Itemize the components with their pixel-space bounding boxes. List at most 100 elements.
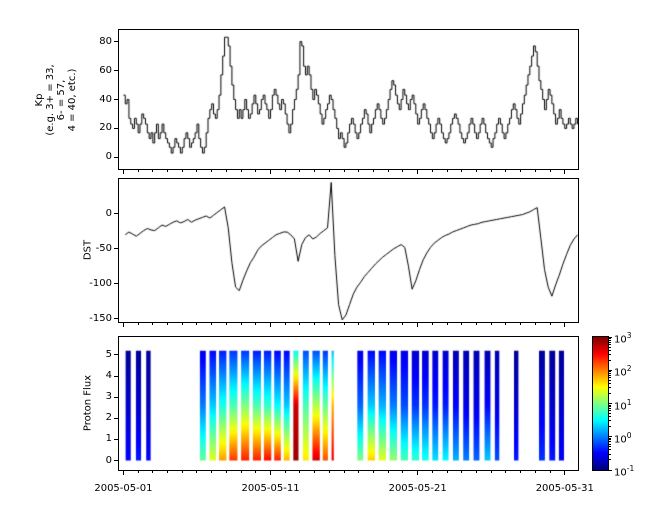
x-minor-tick [505, 170, 507, 172]
colorbar-minor-tick [609, 392, 611, 394]
x-minor-tick [490, 170, 492, 172]
x-minor-tick [490, 471, 492, 473]
x-minor-tick [328, 323, 330, 325]
x-tick-label: 2005-05-21 [388, 483, 447, 494]
proton-flux-spectrogram-canvas [119, 337, 578, 470]
colorbar-minor-tick [609, 446, 611, 448]
x-minor-tick [225, 471, 227, 473]
y-tick-label: 60 [99, 64, 112, 76]
x-minor-tick [461, 170, 463, 172]
colorbar-minor-tick [609, 459, 611, 461]
x-major-tick [270, 471, 272, 475]
x-minor-tick [196, 170, 198, 172]
x-minor-tick [240, 170, 242, 172]
colorbar-tick-label: 10-1 [614, 464, 635, 479]
y-tick-label: 40 [99, 93, 112, 105]
x-minor-tick [167, 471, 169, 473]
colorbar-minor-tick [609, 416, 611, 418]
x-major-tick [564, 170, 566, 174]
colorbar [592, 336, 609, 471]
x-minor-tick [549, 471, 551, 473]
y-tick [114, 127, 118, 129]
y-tick-label: 0 [105, 151, 112, 163]
y-tick-label: -150 [89, 312, 112, 324]
colorbar-minor-tick [609, 338, 611, 340]
x-minor-tick [520, 170, 522, 172]
colorbar-minor-tick [609, 382, 611, 384]
x-minor-tick [490, 323, 492, 325]
x-minor-tick [314, 471, 316, 473]
colorbar-minor-tick [609, 341, 611, 343]
y-tick [114, 70, 118, 72]
colorbar-tick-label: 103 [614, 331, 632, 346]
colorbar-minor-tick [609, 359, 611, 361]
x-minor-tick [534, 323, 536, 325]
colorbar-minor-tick [609, 343, 611, 345]
x-minor-tick [152, 471, 154, 473]
x-tick-label: 2005-05-31 [535, 483, 594, 494]
kp-plot-canvas [119, 30, 578, 169]
x-minor-tick [225, 323, 227, 325]
x-minor-tick [505, 471, 507, 473]
x-major-tick [270, 170, 272, 174]
colorbar-tick-label: 102 [614, 364, 632, 379]
colorbar-minor-tick [609, 420, 611, 422]
y-tick [114, 375, 118, 377]
y-tick-label: -50 [95, 242, 112, 254]
x-minor-tick [255, 471, 257, 473]
x-minor-tick [446, 471, 448, 473]
x-minor-tick [431, 170, 433, 172]
y-tick-label: 0 [105, 454, 112, 466]
x-minor-tick [211, 170, 213, 172]
x-minor-tick [211, 471, 213, 473]
y-tick [114, 283, 118, 285]
x-minor-tick [373, 323, 374, 325]
colorbar-minor-tick [609, 449, 611, 451]
x-minor-tick [475, 471, 477, 473]
x-minor-tick [137, 471, 139, 473]
y-tick-label: 0 [105, 207, 112, 219]
colorbar-minor-tick [609, 443, 611, 445]
y-tick [114, 41, 118, 43]
colorbar-tick [609, 403, 612, 404]
x-minor-tick [328, 170, 330, 172]
x-minor-tick [358, 323, 360, 325]
colorbar-minor-tick [609, 387, 611, 389]
y-tick-label: 2 [105, 412, 112, 424]
x-minor-tick [181, 471, 183, 473]
colorbar-minor-tick [609, 437, 611, 439]
x-minor-tick [446, 323, 448, 325]
x-minor-tick [137, 323, 139, 325]
x-minor-tick [461, 471, 463, 473]
x-minor-tick [549, 323, 551, 325]
x-minor-tick [534, 471, 536, 473]
kp-axis-label-line: Kp [34, 93, 45, 107]
colorbar-minor-tick [609, 453, 611, 455]
x-minor-tick [475, 170, 477, 172]
x-minor-tick [475, 323, 477, 325]
x-minor-tick [299, 471, 301, 473]
colorbar-minor-tick [609, 426, 611, 428]
colorbar-tick-label: 100 [614, 430, 632, 446]
colorbar-tick [609, 469, 612, 471]
kp-axis-label-line: 6- = 57, [56, 79, 67, 121]
x-minor-tick [505, 323, 507, 325]
colorbar-minor-tick [609, 349, 611, 351]
x-minor-tick [431, 471, 433, 473]
colorbar-minor-tick [609, 404, 611, 406]
y-tick [114, 460, 118, 461]
y-tick [114, 156, 118, 158]
colorbar-minor-tick [609, 406, 611, 408]
x-minor-tick [152, 170, 154, 172]
y-tick-label: 5 [105, 348, 112, 360]
x-minor-tick [343, 323, 345, 325]
y-tick [114, 99, 118, 100]
y-tick [114, 438, 118, 440]
kp-axis-label-line: 4 = 40, etc.) [67, 68, 78, 132]
x-minor-tick [225, 170, 227, 172]
kp-axis-label: Kp (e.g. 3+ = 33, 6- = 57, 4 = 40, etc.) [34, 64, 78, 135]
colorbar-tick [609, 336, 612, 338]
x-major-tick [564, 471, 566, 475]
x-minor-tick [402, 323, 404, 325]
